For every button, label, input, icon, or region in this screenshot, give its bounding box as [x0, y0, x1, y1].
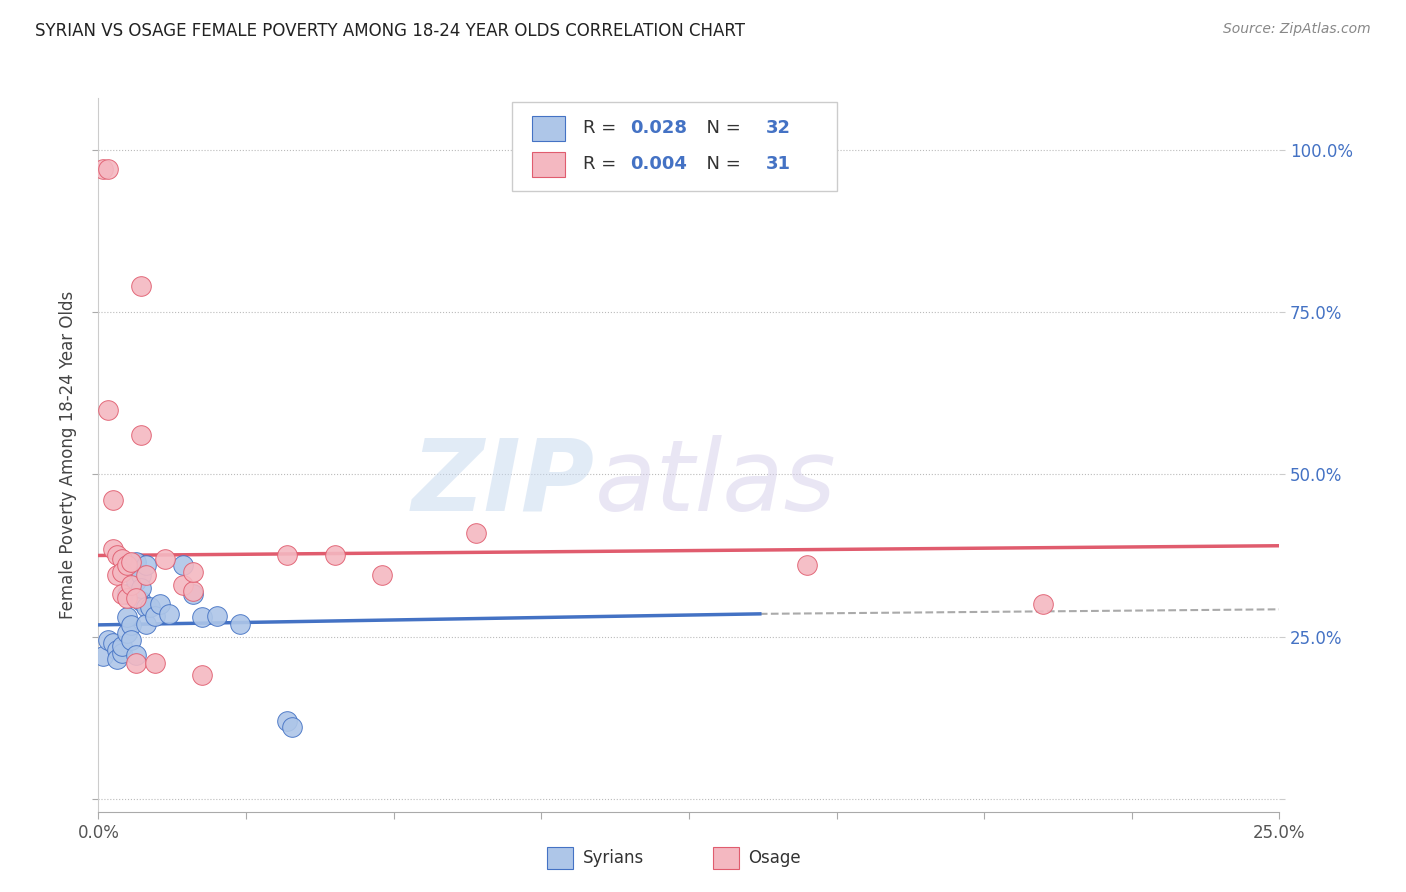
Point [181, 584, 204, 599]
Point [135, 616, 157, 631]
Point [129, 594, 152, 608]
Point [91, 648, 114, 663]
Point [115, 591, 138, 605]
Text: 32: 32 [766, 120, 790, 137]
Point [135, 568, 157, 582]
Point [111, 646, 134, 660]
Point [229, 616, 252, 631]
Text: Source: ZipAtlas.com: Source: ZipAtlas.com [1223, 22, 1371, 37]
Point [97, 402, 120, 417]
Text: Syrians: Syrians [582, 849, 644, 867]
Point [143, 656, 166, 670]
Text: SYRIAN VS OSAGE FEMALE POVERTY AMONG 18-24 YEAR OLDS CORRELATION CHART: SYRIAN VS OSAGE FEMALE POVERTY AMONG 18-… [35, 22, 745, 40]
FancyBboxPatch shape [512, 102, 837, 191]
Text: 0.004: 0.004 [630, 155, 686, 173]
Point [172, 558, 194, 573]
Point [157, 607, 180, 621]
Point [105, 652, 128, 666]
Point [97, 632, 120, 647]
Point [465, 525, 488, 540]
Point [125, 656, 148, 670]
Point [101, 636, 124, 650]
Point [111, 587, 134, 601]
Point [111, 551, 134, 566]
Point [101, 493, 124, 508]
Point [121, 618, 143, 632]
Point [115, 587, 138, 601]
Text: Osage: Osage [748, 849, 800, 867]
Point [115, 558, 138, 573]
FancyBboxPatch shape [531, 116, 565, 141]
FancyBboxPatch shape [713, 847, 738, 869]
Point [191, 610, 214, 624]
Point [121, 632, 143, 647]
FancyBboxPatch shape [547, 847, 574, 869]
Point [125, 555, 148, 569]
Text: R =: R = [582, 155, 621, 173]
Point [181, 587, 204, 601]
Text: 0.028: 0.028 [630, 120, 688, 137]
Text: ZIP: ZIP [412, 435, 595, 532]
Text: R =: R = [582, 120, 621, 137]
Text: 31: 31 [766, 155, 790, 173]
Point [276, 549, 298, 563]
Point [796, 558, 818, 573]
Y-axis label: Female Poverty Among 18-24 Year Olds: Female Poverty Among 18-24 Year Olds [59, 291, 77, 619]
Point [125, 574, 148, 589]
Point [149, 597, 172, 611]
Point [323, 549, 346, 563]
Point [276, 714, 298, 728]
Point [105, 568, 128, 582]
Point [129, 428, 152, 442]
Point [105, 642, 128, 657]
Point [129, 279, 152, 293]
Text: atlas: atlas [595, 435, 837, 532]
Point [115, 610, 138, 624]
Point [371, 568, 394, 582]
Point [191, 668, 214, 682]
Point [139, 600, 162, 615]
Point [101, 541, 124, 556]
Point [172, 577, 194, 591]
Point [129, 568, 152, 582]
Point [135, 600, 157, 615]
Point [205, 608, 228, 623]
Point [91, 162, 114, 177]
Point [111, 640, 134, 654]
Point [153, 551, 176, 566]
Point [121, 555, 143, 569]
Point [125, 648, 148, 662]
Point [121, 577, 143, 591]
Point [97, 162, 120, 177]
Point [125, 591, 148, 605]
FancyBboxPatch shape [531, 152, 565, 177]
Point [135, 558, 157, 573]
Point [281, 720, 304, 734]
Point [111, 565, 134, 579]
Point [115, 626, 138, 640]
Point [1032, 597, 1054, 611]
Point [129, 581, 152, 595]
Text: N =: N = [695, 155, 747, 173]
Point [181, 565, 204, 579]
Text: N =: N = [695, 120, 747, 137]
Point [143, 608, 166, 623]
Point [105, 549, 128, 563]
